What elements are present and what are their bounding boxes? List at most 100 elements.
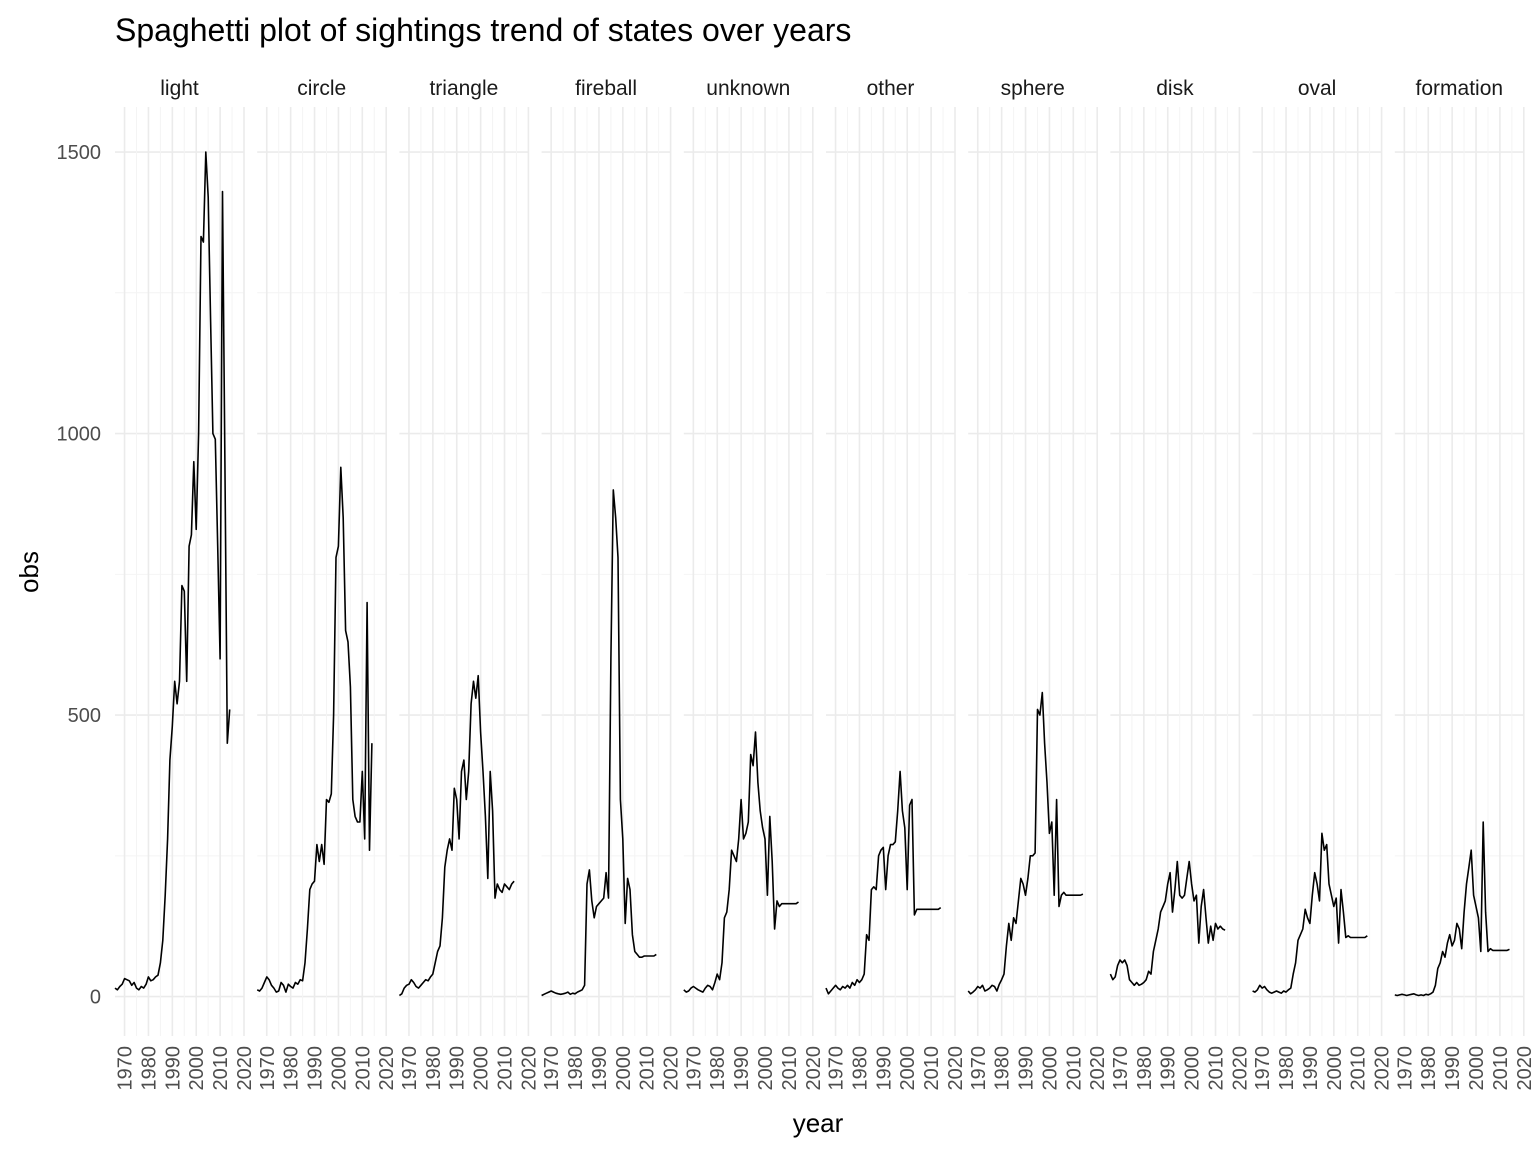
x-tick-label: 1970 xyxy=(1110,1046,1132,1091)
x-tick-label: 2000 xyxy=(613,1046,635,1091)
series-line-sphere xyxy=(967,691,1084,995)
x-tick-label: 2010 xyxy=(779,1046,801,1091)
y-tick-label: 1000 xyxy=(57,424,102,446)
x-tick-label: 2020 xyxy=(661,1046,683,1091)
x-tick-label: 2010 xyxy=(352,1046,374,1091)
y-tick-label: 0 xyxy=(90,987,101,1009)
series-line-triangle xyxy=(398,674,515,997)
x-tick-label: 1970 xyxy=(115,1046,137,1091)
facet-label-triangle: triangle xyxy=(429,77,498,100)
facet-label-other: other xyxy=(867,77,915,100)
x-tick-label: 1990 xyxy=(731,1046,753,1091)
x-tick-label: 1970 xyxy=(399,1046,421,1091)
x-tick-label: 1990 xyxy=(873,1046,895,1091)
x-tick-label: 1990 xyxy=(1300,1046,1322,1091)
series-line-oval xyxy=(1252,832,1368,995)
facet-panel-light: light 1970 1980 1990 2000 2010 2020 xyxy=(114,77,256,1091)
facet-panel-other: other 1970 1980 1990 2000 2010 2020 xyxy=(825,77,967,1091)
x-tick-label: 1970 xyxy=(683,1046,705,1091)
series-line-fireball xyxy=(541,489,657,997)
facet-label-light: light xyxy=(160,77,199,100)
facet-label-fireball: fireball xyxy=(575,77,637,100)
series-line-light xyxy=(114,151,231,991)
facet-panel-disk: disk 1970 1980 1990 2000 2010 2020 xyxy=(1109,77,1251,1091)
x-tick-label: 2020 xyxy=(376,1046,398,1091)
x-tick-label: 1990 xyxy=(305,1046,327,1091)
facet-label-circle: circle xyxy=(297,77,346,100)
x-tick-label: 1990 xyxy=(162,1046,184,1091)
x-tick-label: 1970 xyxy=(968,1046,990,1091)
x-tick-label: 2020 xyxy=(234,1046,256,1091)
x-tick-label: 1980 xyxy=(1134,1046,1156,1091)
x-tick-label: 1990 xyxy=(589,1046,611,1091)
facet-label-oval: oval xyxy=(1298,77,1337,100)
facet-panel-sphere: sphere 1970 1980 1990 2000 2010 2020 xyxy=(967,77,1109,1091)
x-tick-label: 2000 xyxy=(755,1046,777,1091)
x-tick-label: 1990 xyxy=(1158,1046,1180,1091)
x-tick-label: 2020 xyxy=(1514,1046,1536,1091)
series-line-circle xyxy=(256,466,373,993)
x-tick-label: 2010 xyxy=(1348,1046,1370,1091)
x-tick-label: 1980 xyxy=(281,1046,303,1091)
y-axis-title: obs xyxy=(14,551,44,593)
x-tick-label: 2010 xyxy=(1490,1046,1512,1091)
x-tick-label: 2000 xyxy=(186,1046,208,1091)
x-tick-label: 1990 xyxy=(447,1046,469,1091)
chart-title: Spaghetti plot of sightings trend of sta… xyxy=(115,12,851,48)
x-tick-label: 2010 xyxy=(1063,1046,1085,1091)
x-tick-label: 2000 xyxy=(1039,1046,1061,1091)
facet-label-formation: formation xyxy=(1416,77,1504,100)
x-tick-label: 2000 xyxy=(328,1046,350,1091)
x-tick-label: 2000 xyxy=(1466,1046,1488,1091)
x-tick-label: 1990 xyxy=(1016,1046,1038,1091)
x-tick-label: 1980 xyxy=(423,1046,445,1091)
x-tick-label: 2020 xyxy=(1087,1046,1109,1091)
x-tick-label: 2010 xyxy=(210,1046,232,1091)
x-tick-label: 1980 xyxy=(565,1046,587,1091)
x-tick-label: 2010 xyxy=(1206,1046,1228,1091)
x-tick-label: 1980 xyxy=(1276,1046,1298,1091)
x-tick-label: 2020 xyxy=(803,1046,825,1091)
facet-panel-oval: oval 1970 1980 1990 2000 2010 2020 xyxy=(1252,77,1393,1091)
y-axis-ticks: 0 500 1000 1500 xyxy=(57,142,102,1009)
x-tick-label: 1980 xyxy=(992,1046,1014,1091)
x-tick-label: 2000 xyxy=(1182,1046,1204,1091)
facet-panel-triangle: triangle 1970 1980 1990 2000 2010 2020 xyxy=(398,77,540,1091)
x-tick-label: 1970 xyxy=(1394,1046,1416,1091)
facet-label-sphere: sphere xyxy=(1001,77,1065,100)
x-tick-label: 1970 xyxy=(1252,1046,1274,1091)
x-tick-label: 1980 xyxy=(707,1046,729,1091)
facet-panel-unknown: unknown 1970 1980 1990 2000 2010 2020 xyxy=(683,77,825,1091)
series-line-formation xyxy=(1394,821,1510,997)
x-tick-label: 1980 xyxy=(1418,1046,1440,1091)
x-axis-title: year xyxy=(793,1108,844,1138)
x-tick-label: 2020 xyxy=(518,1046,540,1091)
x-tick-label: 1980 xyxy=(849,1046,871,1091)
x-tick-label: 2000 xyxy=(471,1046,493,1091)
y-tick-label: 500 xyxy=(68,705,101,727)
x-tick-label: 1990 xyxy=(1442,1046,1464,1091)
x-tick-label: 2000 xyxy=(897,1046,919,1091)
x-tick-label: 2000 xyxy=(1324,1046,1346,1091)
series-line-disk xyxy=(1109,860,1226,987)
x-tick-label: 1980 xyxy=(138,1046,160,1091)
x-tick-label: 2020 xyxy=(1372,1046,1394,1091)
facet-label-unknown: unknown xyxy=(706,77,790,100)
facet-panel-formation: formation 1970 1980 1990 2000 2010 2020 xyxy=(1394,77,1535,1091)
facet-label-disk: disk xyxy=(1156,77,1194,100)
facet-panel-fireball: fireball 1970 1980 1990 2000 2010 2020 xyxy=(541,77,682,1091)
series-line-unknown xyxy=(683,731,799,993)
y-tick-label: 1500 xyxy=(57,142,102,164)
x-tick-label: 2010 xyxy=(921,1046,943,1091)
series-line-other xyxy=(825,770,942,995)
x-tick-label: 2020 xyxy=(1229,1046,1251,1091)
x-tick-label: 1970 xyxy=(826,1046,848,1091)
x-tick-label: 2010 xyxy=(637,1046,659,1091)
x-tick-label: 2020 xyxy=(945,1046,967,1091)
x-tick-label: 1970 xyxy=(541,1046,563,1091)
facet-panel-circle: circle 1970 1980 1990 2000 2010 2020 xyxy=(257,77,398,1091)
x-tick-label: 2010 xyxy=(495,1046,517,1091)
